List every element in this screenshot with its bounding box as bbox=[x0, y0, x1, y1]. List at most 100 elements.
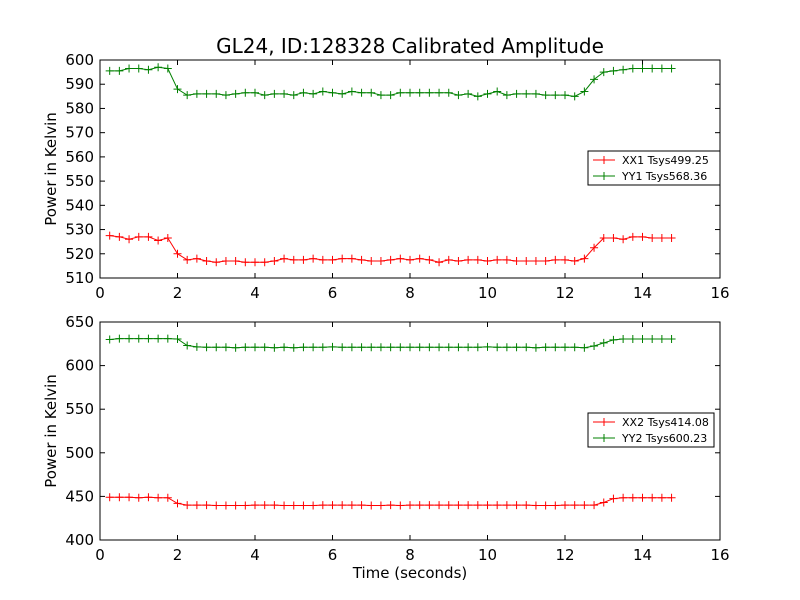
data-point bbox=[212, 258, 221, 267]
data-point bbox=[280, 343, 289, 352]
data-point bbox=[260, 258, 269, 267]
data-point bbox=[473, 501, 482, 510]
data-point bbox=[192, 342, 201, 351]
data-point bbox=[173, 335, 182, 344]
data-point bbox=[251, 88, 259, 97]
x-tick-label: 12 bbox=[555, 546, 574, 564]
legend-label: YY2 Tsys600.23 bbox=[621, 432, 707, 445]
data-point bbox=[425, 88, 434, 97]
data-point bbox=[648, 493, 657, 502]
data-point bbox=[338, 89, 347, 98]
data-point bbox=[531, 501, 540, 510]
data-point bbox=[541, 343, 550, 352]
data-point bbox=[367, 257, 376, 266]
data-point bbox=[657, 335, 666, 344]
data-point bbox=[619, 65, 628, 74]
data-point bbox=[648, 335, 657, 344]
data-point bbox=[541, 91, 550, 100]
data-point bbox=[173, 85, 182, 94]
data-point bbox=[406, 255, 414, 264]
data-point bbox=[289, 91, 298, 100]
data-point bbox=[231, 257, 240, 266]
data-point bbox=[192, 89, 201, 98]
data-point bbox=[338, 343, 347, 352]
legend-box bbox=[587, 150, 721, 186]
data-point bbox=[105, 231, 114, 240]
x-tick-label: 8 bbox=[405, 546, 415, 564]
data-point bbox=[570, 92, 579, 101]
legend: XX1 Tsys499.25 YY1 Tsys568.36 bbox=[587, 150, 721, 186]
data-point bbox=[347, 87, 356, 96]
data-point bbox=[561, 343, 569, 352]
data-point bbox=[299, 88, 308, 97]
data-point bbox=[502, 91, 511, 100]
x-tick-label: 14 bbox=[633, 284, 652, 302]
data-point bbox=[299, 255, 308, 264]
data-point bbox=[212, 89, 221, 98]
data-point bbox=[580, 254, 589, 263]
data-point bbox=[154, 63, 163, 72]
data-point bbox=[357, 88, 366, 97]
data-point bbox=[212, 343, 221, 352]
data-point bbox=[338, 254, 347, 263]
data-point bbox=[638, 335, 647, 344]
data-point bbox=[251, 501, 259, 510]
data-point bbox=[590, 341, 599, 350]
data-point bbox=[173, 499, 182, 508]
y-tick-label: 540 bbox=[65, 196, 94, 214]
data-point bbox=[270, 89, 279, 98]
data-point bbox=[396, 343, 405, 352]
data-point bbox=[396, 88, 405, 97]
data-point bbox=[367, 88, 376, 97]
legend-label: XX2 Tsys414.08 bbox=[622, 416, 709, 429]
data-point bbox=[609, 66, 618, 75]
y-tick-label: 530 bbox=[65, 221, 94, 239]
data-point bbox=[512, 89, 521, 98]
data-point bbox=[483, 342, 492, 351]
data-point bbox=[347, 343, 356, 352]
data-point bbox=[590, 501, 599, 510]
data-point bbox=[580, 343, 589, 352]
data-point bbox=[115, 232, 124, 241]
data-point bbox=[386, 501, 395, 510]
data-point bbox=[134, 232, 143, 241]
data-point bbox=[357, 343, 366, 352]
data-point bbox=[502, 255, 511, 264]
data-point bbox=[115, 493, 124, 502]
data-point bbox=[580, 501, 589, 510]
data-point bbox=[522, 89, 531, 98]
data-point bbox=[318, 501, 327, 510]
data-point bbox=[667, 64, 676, 73]
data-point bbox=[464, 501, 473, 510]
y-tick-label: 520 bbox=[65, 245, 94, 263]
data-point bbox=[493, 255, 502, 264]
data-point bbox=[619, 493, 628, 502]
data-point bbox=[328, 501, 337, 510]
data-point bbox=[454, 343, 463, 352]
data-point bbox=[512, 343, 521, 352]
data-point bbox=[376, 501, 385, 510]
data-point bbox=[512, 257, 521, 266]
data-point bbox=[357, 255, 366, 264]
data-point bbox=[144, 232, 153, 241]
data-point bbox=[386, 343, 395, 352]
data-point bbox=[561, 255, 569, 264]
data-point bbox=[270, 501, 279, 510]
data-point bbox=[551, 501, 560, 510]
data-point bbox=[657, 234, 666, 243]
data-point bbox=[619, 235, 628, 244]
data-point bbox=[522, 257, 531, 266]
data-point bbox=[570, 343, 579, 352]
x-tick-label: 4 bbox=[250, 546, 260, 564]
data-point bbox=[415, 343, 424, 352]
data-point bbox=[502, 501, 511, 510]
data-point bbox=[444, 255, 453, 264]
x-tick-label: 2 bbox=[173, 284, 183, 302]
data-point bbox=[125, 493, 134, 502]
data-point bbox=[328, 342, 337, 351]
data-point bbox=[541, 257, 550, 266]
data-point bbox=[115, 66, 124, 75]
data-point bbox=[493, 501, 502, 510]
data-point bbox=[280, 254, 289, 263]
data-point bbox=[173, 249, 182, 258]
